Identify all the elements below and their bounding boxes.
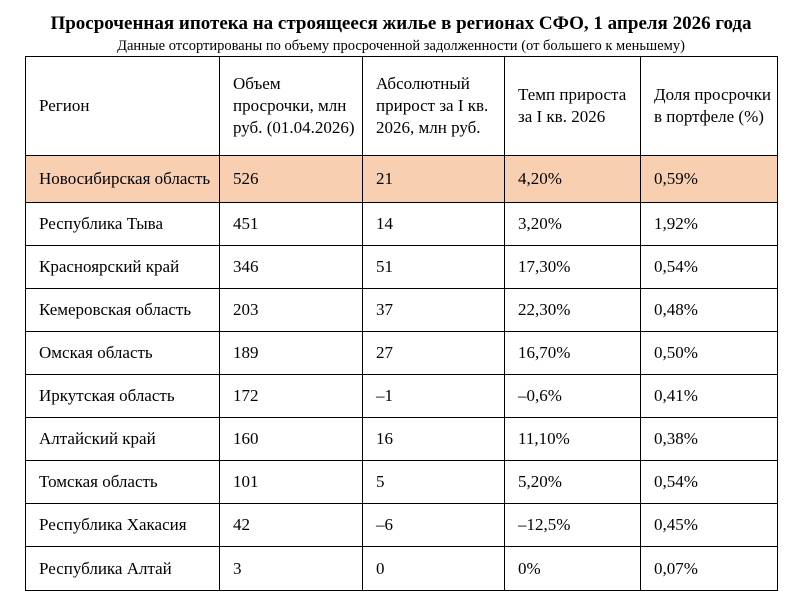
cell-growth-rate: 3,20% bbox=[504, 202, 641, 246]
cell-absolute-growth: –1 bbox=[362, 374, 505, 418]
cell-region: Томская область bbox=[25, 460, 220, 504]
mortgage-overdue-table: Регион Объем просрочки, млн руб. (01.04.… bbox=[25, 56, 778, 591]
cell-growth-rate: 17,30% bbox=[504, 245, 641, 289]
cell-overdue-volume: 42 bbox=[219, 503, 363, 547]
cell-overdue-share: 0,45% bbox=[640, 503, 778, 547]
cell-overdue-share: 0,54% bbox=[640, 245, 778, 289]
cell-region: Иркутская область bbox=[25, 374, 220, 418]
cell-growth-rate: 5,20% bbox=[504, 460, 641, 504]
cell-overdue-volume: 172 bbox=[219, 374, 363, 418]
column-header-growth-rate: Темп прироста за I кв. 2026 bbox=[504, 56, 641, 156]
cell-overdue-volume: 101 bbox=[219, 460, 363, 504]
cell-region: Республика Хакасия bbox=[25, 503, 220, 547]
cell-region: Республика Алтай bbox=[25, 546, 220, 591]
cell-overdue-share: 1,92% bbox=[640, 202, 778, 246]
table-header-row: Регион Объем просрочки, млн руб. (01.04.… bbox=[25, 56, 778, 156]
table-row: Томская область 101 5 5,20% 0,54% bbox=[25, 460, 778, 504]
cell-overdue-share: 0,50% bbox=[640, 331, 778, 375]
cell-region: Новосибирская область bbox=[25, 155, 220, 203]
column-header-region: Регион bbox=[25, 56, 220, 156]
column-header-overdue-share: Доля просрочки в портфеле (%) bbox=[640, 56, 778, 156]
table-row: Республика Алтай 3 0 0% 0,07% bbox=[25, 546, 778, 591]
cell-growth-rate: 16,70% bbox=[504, 331, 641, 375]
cell-absolute-growth: 37 bbox=[362, 288, 505, 332]
cell-region: Красноярский край bbox=[25, 245, 220, 289]
table-row: Омская область 189 27 16,70% 0,50% bbox=[25, 331, 778, 375]
cell-region: Кемеровская область bbox=[25, 288, 220, 332]
table-row: Иркутская область 172 –1 –0,6% 0,41% bbox=[25, 374, 778, 418]
cell-overdue-volume: 346 bbox=[219, 245, 363, 289]
cell-growth-rate: 11,10% bbox=[504, 417, 641, 461]
cell-region: Омская область bbox=[25, 331, 220, 375]
cell-region: Республика Тыва bbox=[25, 202, 220, 246]
cell-growth-rate: –0,6% bbox=[504, 374, 641, 418]
column-header-absolute-growth: Абсолютный прирост за I кв. 2026, млн ру… bbox=[362, 56, 505, 156]
cell-growth-rate: 0% bbox=[504, 546, 641, 591]
table-row: Республика Тыва 451 14 3,20% 1,92% bbox=[25, 202, 778, 246]
cell-absolute-growth: 14 bbox=[362, 202, 505, 246]
page-title: Просроченная ипотека на строящееся жилье… bbox=[50, 13, 752, 34]
table-row: Красноярский край 346 51 17,30% 0,54% bbox=[25, 245, 778, 289]
cell-absolute-growth: 5 bbox=[362, 460, 505, 504]
column-header-overdue-volume: Объем просрочки, млн руб. (01.04.2026) bbox=[219, 56, 363, 156]
cell-absolute-growth: –6 bbox=[362, 503, 505, 547]
cell-overdue-share: 0,07% bbox=[640, 546, 778, 591]
table-row: Кемеровская область 203 37 22,30% 0,48% bbox=[25, 288, 778, 332]
cell-absolute-growth: 51 bbox=[362, 245, 505, 289]
cell-overdue-volume: 3 bbox=[219, 546, 363, 591]
table-row: Алтайский край 160 16 11,10% 0,38% bbox=[25, 417, 778, 461]
table-row: Новосибирская область 526 21 4,20% 0,59% bbox=[25, 155, 778, 203]
cell-growth-rate: 22,30% bbox=[504, 288, 641, 332]
cell-overdue-volume: 526 bbox=[219, 155, 363, 203]
cell-overdue-share: 0,54% bbox=[640, 460, 778, 504]
cell-growth-rate: –12,5% bbox=[504, 503, 641, 547]
table-row: Республика Хакасия 42 –6 –12,5% 0,45% bbox=[25, 503, 778, 547]
page-subtitle: Данные отсортированы по объему просрочен… bbox=[117, 38, 685, 54]
cell-absolute-growth: 16 bbox=[362, 417, 505, 461]
cell-overdue-volume: 189 bbox=[219, 331, 363, 375]
cell-overdue-share: 0,59% bbox=[640, 155, 778, 203]
cell-region: Алтайский край bbox=[25, 417, 220, 461]
cell-absolute-growth: 21 bbox=[362, 155, 505, 203]
cell-overdue-share: 0,41% bbox=[640, 374, 778, 418]
cell-overdue-volume: 451 bbox=[219, 202, 363, 246]
cell-growth-rate: 4,20% bbox=[504, 155, 641, 203]
cell-absolute-growth: 27 bbox=[362, 331, 505, 375]
cell-overdue-volume: 203 bbox=[219, 288, 363, 332]
cell-overdue-share: 0,48% bbox=[640, 288, 778, 332]
cell-absolute-growth: 0 bbox=[362, 546, 505, 591]
cell-overdue-share: 0,38% bbox=[640, 417, 778, 461]
cell-overdue-volume: 160 bbox=[219, 417, 363, 461]
